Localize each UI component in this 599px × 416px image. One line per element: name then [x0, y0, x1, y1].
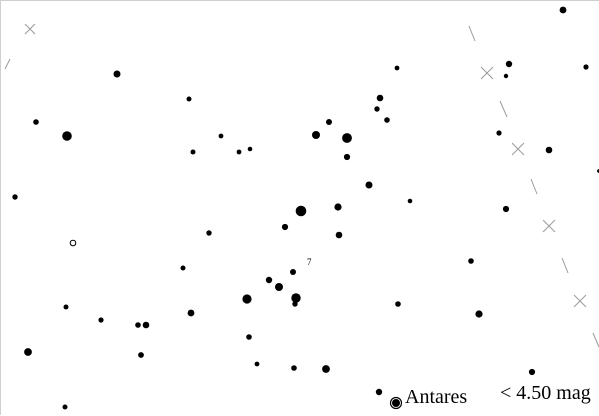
- star-dot: [475, 310, 483, 318]
- star-dot: [190, 149, 196, 155]
- star-dot: [295, 205, 307, 217]
- star-dot: [242, 294, 252, 304]
- star-dot: [528, 368, 536, 376]
- variable-star-marker: [69, 239, 77, 247]
- star-dot: [265, 276, 273, 284]
- grid-tick-mark: [468, 25, 476, 42]
- star-label-7: 7: [307, 257, 312, 267]
- star-dot: [374, 106, 380, 112]
- star-dot: [292, 301, 298, 307]
- star-dot: [113, 70, 121, 78]
- star-dot: [290, 269, 296, 275]
- star-dot: [343, 153, 351, 161]
- star-dot: [246, 334, 252, 340]
- grid-tick-mark: [592, 332, 599, 348]
- star-dot: [247, 146, 253, 152]
- star-dot: [335, 231, 343, 239]
- grid-tick-mark: [499, 100, 508, 118]
- star-dot: [496, 130, 502, 136]
- star-dot: [62, 404, 68, 410]
- star-dot: [559, 6, 567, 14]
- star-dot: [342, 133, 352, 143]
- star-dot: [384, 117, 390, 123]
- star-dot: [395, 301, 401, 307]
- label-layer: 7 Antares < 4.50 mag: [307, 257, 591, 408]
- star-layer: [12, 6, 599, 410]
- star-dot: [187, 309, 195, 317]
- star-dot: [275, 283, 283, 291]
- star-dot: [12, 194, 18, 200]
- star-dot: [394, 65, 400, 71]
- star-dot: [291, 293, 301, 303]
- star-dot: [206, 230, 212, 236]
- star-dot: [186, 96, 192, 102]
- star-dot: [312, 131, 320, 139]
- star-dot: [503, 73, 509, 79]
- star-dot: [545, 146, 553, 154]
- grid-tick-mark: [561, 257, 569, 274]
- star-dot: [505, 60, 513, 68]
- star-dot: [138, 352, 144, 358]
- antares-star-marker: [392, 399, 400, 407]
- star-dot: [98, 317, 104, 323]
- grid-cross-mark: [480, 66, 494, 80]
- star-dot: [236, 149, 242, 155]
- star-dot: [375, 388, 383, 396]
- grid-cross-mark: [24, 23, 36, 35]
- star-dot: [322, 365, 330, 373]
- star-dot: [326, 119, 332, 125]
- star-dot: [180, 265, 186, 271]
- magnitude-limit-label: < 4.50 mag: [500, 382, 591, 404]
- star-dot: [365, 181, 373, 189]
- ecliptic-grid-layer: [4, 23, 599, 348]
- grid-cross-mark: [511, 142, 525, 156]
- star-dot: [468, 258, 474, 264]
- star-dot: [142, 321, 150, 329]
- grid-tick-mark: [4, 58, 11, 70]
- star-dot: [63, 304, 69, 310]
- star-dot: [502, 205, 510, 213]
- star-dot: [291, 365, 297, 371]
- antares-label: Antares: [405, 386, 467, 408]
- antares-star-ring: [389, 396, 403, 410]
- grid-cross-mark: [573, 294, 587, 308]
- star-dot: [583, 64, 589, 70]
- star-dot: [62, 131, 72, 141]
- star-dot: [24, 348, 32, 356]
- star-dot: [254, 361, 260, 367]
- grid-tick-mark: [530, 178, 538, 195]
- star-dot: [218, 133, 224, 139]
- star-dot: [281, 223, 289, 231]
- star-dot: [376, 94, 384, 102]
- star-dot: [135, 322, 141, 328]
- grid-cross-mark: [542, 219, 556, 233]
- star-dot: [334, 203, 342, 211]
- star-dot: [33, 119, 39, 125]
- star-dot: [407, 198, 413, 204]
